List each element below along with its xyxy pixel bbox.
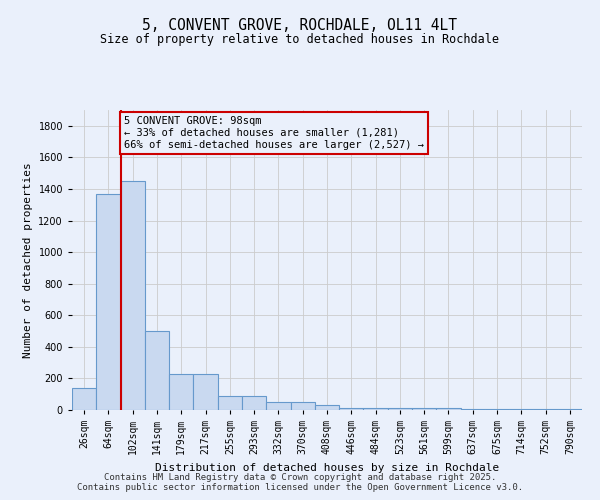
Bar [485,409,509,410]
Bar [533,409,558,410]
Bar [290,402,315,410]
Bar [388,408,412,410]
Bar [339,408,364,410]
Bar [364,408,388,410]
Bar [121,181,145,410]
Bar [96,194,121,410]
Y-axis label: Number of detached properties: Number of detached properties [23,162,33,358]
Bar [558,409,582,410]
Bar [315,406,339,410]
Bar [436,408,461,410]
Text: Size of property relative to detached houses in Rochdale: Size of property relative to detached ho… [101,32,499,46]
Bar [218,396,242,410]
Bar [266,402,290,410]
Bar [461,409,485,410]
Bar [169,374,193,410]
Text: 5 CONVENT GROVE: 98sqm
← 33% of detached houses are smaller (1,281)
66% of semi-: 5 CONVENT GROVE: 98sqm ← 33% of detached… [124,116,424,150]
Bar [72,388,96,410]
Bar [193,374,218,410]
Text: 5, CONVENT GROVE, ROCHDALE, OL11 4LT: 5, CONVENT GROVE, ROCHDALE, OL11 4LT [143,18,458,32]
Bar [242,396,266,410]
Text: Contains HM Land Registry data © Crown copyright and database right 2025.
Contai: Contains HM Land Registry data © Crown c… [77,473,523,492]
Bar [145,331,169,410]
X-axis label: Distribution of detached houses by size in Rochdale: Distribution of detached houses by size … [155,462,499,472]
Bar [509,409,533,410]
Bar [412,408,436,410]
